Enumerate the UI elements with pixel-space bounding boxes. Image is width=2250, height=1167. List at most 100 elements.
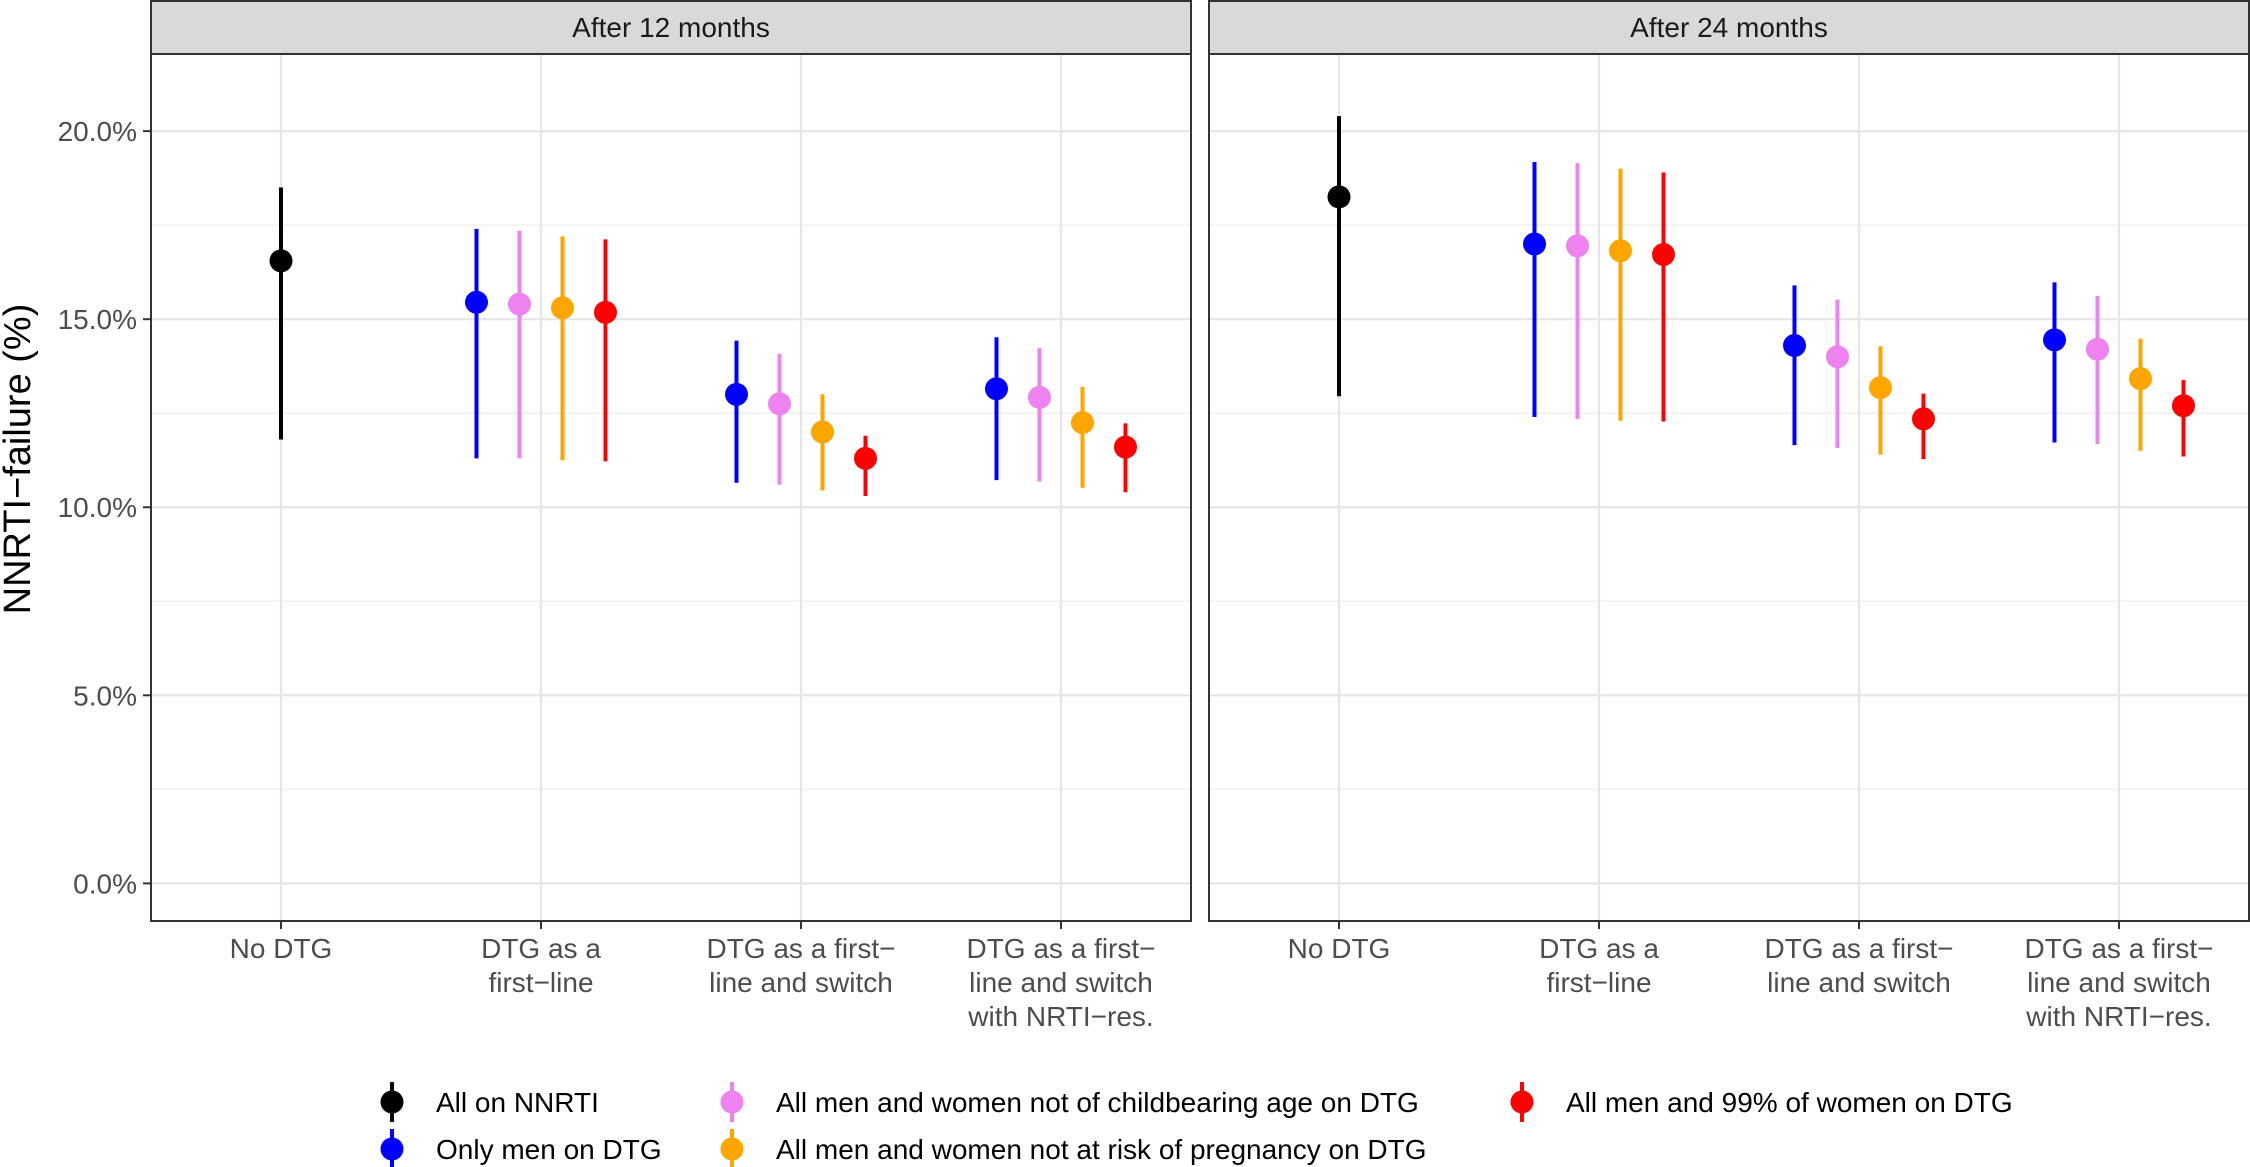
point-range: [1566, 163, 1589, 419]
data-point: [1826, 345, 1849, 369]
legend-key-point: [380, 1090, 404, 1114]
legend-key-point: [720, 1090, 744, 1114]
point-range: [768, 353, 791, 485]
data-point: [1869, 376, 1892, 400]
point-range: [1783, 285, 1806, 446]
point-range: [594, 239, 617, 462]
x-tick-label-line: with NRTI−res.: [967, 1001, 1153, 1032]
y-tick-label: 5.0%: [73, 680, 137, 711]
legend-label: All men and 99% of women on DTG: [1566, 1087, 2013, 1118]
legend-item: All men and 99% of women on DTG: [1510, 1082, 2013, 1122]
y-tick-label: 15.0%: [58, 304, 137, 335]
data-point: [985, 377, 1008, 401]
point-range: [1826, 299, 1849, 448]
x-tick-label-line: first−line: [488, 967, 593, 998]
legend-label: All on NNRTI: [436, 1087, 599, 1118]
point-range: [1912, 393, 1935, 460]
facet-strip: [150, 0, 1192, 55]
y-tick-label: 10.0%: [58, 492, 137, 523]
data-point: [1783, 334, 1806, 358]
x-tick-label-line: DTG as a: [1539, 933, 1659, 964]
data-point: [2086, 337, 2109, 361]
point-range: [811, 394, 834, 491]
x-tick-label-line: DTG as a first−: [706, 933, 895, 964]
data-point: [1912, 407, 1935, 431]
point-range: [1523, 161, 1546, 417]
y-axis-label: NNRTI−failure (%): [0, 304, 39, 615]
data-point: [594, 300, 617, 324]
legend-item: All men and women not at risk of pregnan…: [720, 1129, 1427, 1167]
x-tick-label-line: first−line: [1546, 967, 1651, 998]
point-range: [2129, 338, 2152, 451]
data-point: [1652, 242, 1675, 266]
x-tick-label: DTG as a first− line and switch with NRTI−…: [2024, 933, 2213, 1032]
legend-key-point: [1510, 1090, 1534, 1114]
x-tick-label: No DTG: [1288, 933, 1391, 964]
data-point: [465, 290, 488, 314]
y-tick-label: 20.0%: [58, 116, 137, 147]
point-range: [1028, 348, 1051, 482]
panel-background: [1209, 54, 2249, 921]
point-range: [269, 187, 293, 440]
data-point: [508, 292, 531, 316]
point-range: [1071, 386, 1094, 488]
data-point: [1609, 239, 1632, 263]
legend-key-point: [380, 1137, 404, 1161]
point-range: [1869, 346, 1892, 455]
panel-background: [151, 54, 1191, 921]
facet-title: After 12 months: [572, 12, 770, 43]
data-point: [551, 296, 574, 320]
legend-item: All on NNRTI: [380, 1082, 599, 1122]
x-tick-label: DTG as a first− line and switch: [706, 933, 895, 998]
point-range: [985, 337, 1008, 481]
data-point: [1523, 232, 1546, 256]
legend-item: All men and women not of childbearing ag…: [720, 1082, 1419, 1122]
data-point: [1114, 435, 1137, 459]
x-tick-label-line: with NRTI−res.: [2025, 1001, 2211, 1032]
x-tick-label-line: DTG as a: [481, 933, 601, 964]
x-tick-label-line: No DTG: [1288, 933, 1391, 964]
x-tick-label: DTG as a first− line and switch with NRTI−…: [966, 933, 1155, 1032]
y-tick-label: 0.0%: [73, 868, 137, 899]
chart-legend: All on NNRTI Only men on DTG All men and w…: [380, 1082, 2013, 1167]
point-range: [465, 228, 488, 459]
data-point: [768, 392, 791, 416]
x-tick-label-line: DTG as a first−: [966, 933, 1155, 964]
point-range: [2086, 295, 2109, 445]
x-tick-label-line: No DTG: [230, 933, 333, 964]
x-tick-label: DTG as a first−line: [481, 933, 601, 998]
chart-panels: After 12 months 0.0% 5.0% 10.0% 15.0% 20.0% No…: [58, 0, 2250, 1032]
data-point: [725, 382, 748, 406]
x-tick-label-line: DTG as a first−: [1764, 933, 1953, 964]
point-range: [508, 230, 531, 459]
data-point: [2043, 328, 2066, 352]
data-point: [1327, 185, 1351, 209]
x-tick-label-line: line and switch: [2027, 967, 2211, 998]
x-tick-label-line: line and switch: [709, 967, 893, 998]
point-range: [1114, 423, 1137, 493]
point-range: [854, 435, 877, 496]
data-point: [2172, 394, 2195, 418]
data-point: [1071, 411, 1094, 435]
legend-key-point: [720, 1137, 744, 1161]
point-range: [1652, 172, 1675, 422]
facet-strip: [1208, 0, 2250, 55]
point-range: [1609, 168, 1632, 421]
legend-item: Only men on DTG: [380, 1129, 662, 1167]
x-tick-label: DTG as a first− line and switch: [1764, 933, 1953, 998]
point-range: [1327, 116, 1351, 397]
legend-label: All men and women not of childbearing ag…: [776, 1087, 1419, 1118]
data-point: [1028, 385, 1051, 409]
facet-title: After 24 months: [1630, 12, 1828, 43]
point-range: [725, 340, 748, 483]
x-tick-label: DTG as a first−line: [1539, 933, 1659, 998]
x-tick-label-line: line and switch: [969, 967, 1153, 998]
legend-label: Only men on DTG: [436, 1134, 662, 1165]
data-point: [811, 420, 834, 444]
point-range: [551, 236, 574, 461]
data-point: [2129, 367, 2152, 391]
legend-label: All men and women not at risk of pregnan…: [776, 1134, 1427, 1165]
point-range: [2172, 380, 2195, 457]
x-tick-label-line: DTG as a first−: [2024, 933, 2213, 964]
